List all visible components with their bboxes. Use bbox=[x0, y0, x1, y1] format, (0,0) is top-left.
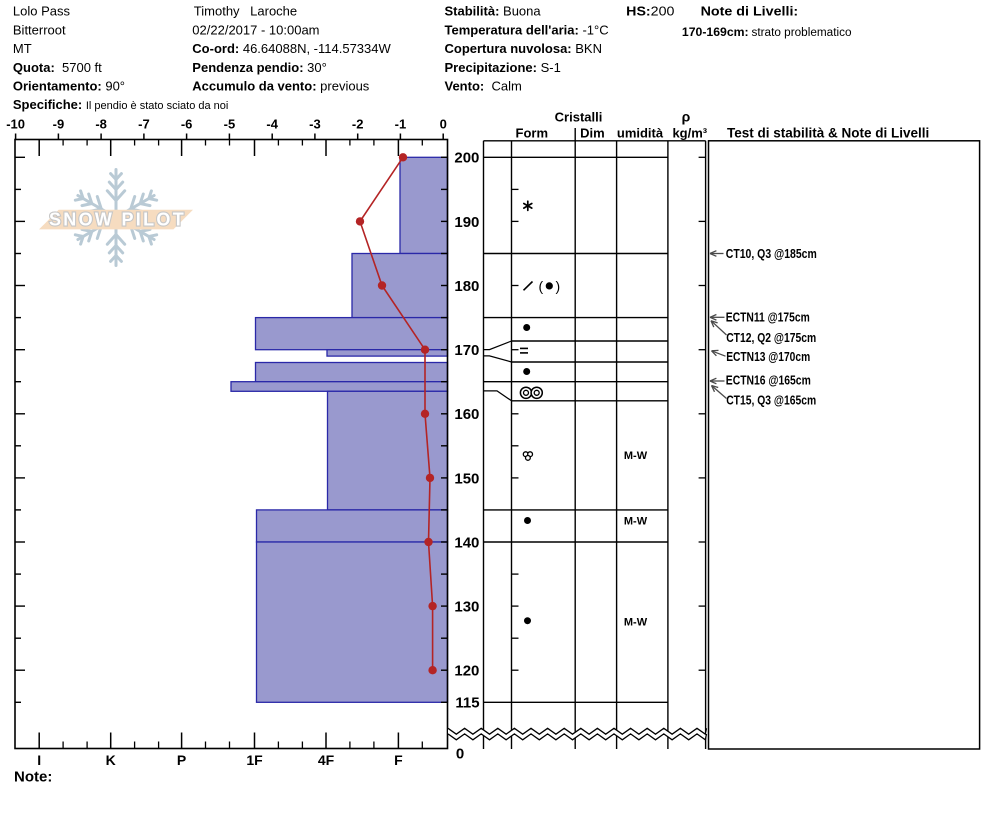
svg-text:-8: -8 bbox=[95, 116, 107, 131]
svg-text:K: K bbox=[106, 752, 116, 768]
svg-text:-5: -5 bbox=[224, 116, 236, 131]
svg-text:Specifiche: Il pendio è stato: Specifiche: Il pendio è stato sciato da … bbox=[13, 97, 228, 112]
svg-text:I: I bbox=[37, 752, 41, 768]
svg-text:200: 200 bbox=[454, 150, 479, 167]
svg-text:ρ: ρ bbox=[682, 109, 691, 125]
svg-text:170-169cm:: 170-169cm: bbox=[682, 27, 749, 39]
svg-text:Vento: Calm: Vento: Calm bbox=[445, 79, 522, 94]
svg-text:-2: -2 bbox=[352, 116, 364, 131]
svg-text:MT: MT bbox=[13, 41, 32, 56]
svg-text:0: 0 bbox=[440, 116, 447, 131]
svg-text:Pendenza pendio: 30°: Pendenza pendio: 30° bbox=[192, 60, 327, 75]
svg-text:140: 140 bbox=[454, 534, 479, 551]
svg-text:1F: 1F bbox=[246, 752, 263, 768]
svg-text:Quota: 5700 ft: Quota: 5700 ft bbox=[13, 60, 102, 75]
svg-text:P: P bbox=[177, 752, 186, 768]
svg-text:kg/m³: kg/m³ bbox=[672, 126, 707, 141]
svg-text:02/22/2017 - 10:00am: 02/22/2017 - 10:00am bbox=[192, 22, 319, 37]
svg-text:Stabilità: Buona: Stabilità: Buona bbox=[445, 4, 542, 19]
svg-text:ECTN11 @175cm: ECTN11 @175cm bbox=[726, 310, 810, 325]
svg-text:-3: -3 bbox=[309, 116, 321, 131]
svg-text:Lolo Pass: Lolo Pass bbox=[13, 4, 71, 19]
svg-text:-7: -7 bbox=[138, 116, 150, 131]
svg-text:Precipitazione: S-1: Precipitazione: S-1 bbox=[445, 60, 561, 75]
svg-text:120: 120 bbox=[454, 663, 479, 680]
svg-text:(: ( bbox=[538, 278, 543, 294]
svg-text:180: 180 bbox=[454, 278, 479, 295]
svg-text:Note:: Note: bbox=[14, 769, 52, 786]
svg-text:115: 115 bbox=[455, 695, 479, 712]
svg-text:4F: 4F bbox=[318, 752, 335, 768]
svg-text:-10: -10 bbox=[6, 116, 25, 131]
svg-text:umidità: umidità bbox=[617, 126, 664, 141]
svg-text:Form: Form bbox=[516, 126, 549, 141]
svg-text:170: 170 bbox=[454, 342, 479, 359]
svg-text:-4: -4 bbox=[266, 116, 278, 131]
svg-text:Cristalli: Cristalli bbox=[555, 110, 603, 125]
svg-text:-1: -1 bbox=[395, 116, 407, 131]
svg-text:Accumulo da vento: previous: Accumulo da vento: previous bbox=[192, 79, 369, 94]
svg-text:-6: -6 bbox=[181, 116, 193, 131]
svg-text:ECTN16 @165cm: ECTN16 @165cm bbox=[726, 373, 811, 388]
svg-text:CT15, Q3 @165cm: CT15, Q3 @165cm bbox=[726, 392, 816, 407]
svg-text:HS:200: HS: 200 bbox=[626, 4, 674, 19]
svg-text:strato problematico: strato problematico bbox=[752, 27, 852, 39]
svg-text:Bitterroot: Bitterroot bbox=[13, 22, 66, 37]
svg-text:Co-ord: 46.64088N, -114.57334W: Co-ord: 46.64088N, -114.57334W bbox=[192, 41, 391, 56]
svg-text:M-W: M-W bbox=[624, 516, 648, 528]
svg-text:): ) bbox=[555, 278, 560, 294]
svg-text:Orientamento: 90°: Orientamento: 90° bbox=[13, 79, 125, 94]
svg-text:ECTN13 @170cm: ECTN13 @170cm bbox=[726, 349, 810, 364]
svg-text:CT12, Q2 @175cm: CT12, Q2 @175cm bbox=[726, 330, 816, 345]
svg-text:-9: -9 bbox=[53, 116, 65, 131]
svg-text:Temperatura dell'aria: -1°C: Temperatura dell'aria: -1°C bbox=[445, 22, 609, 37]
svg-text:190: 190 bbox=[454, 214, 479, 231]
svg-text:130: 130 bbox=[454, 599, 479, 616]
svg-text:CT10, Q3 @185cm: CT10, Q3 @185cm bbox=[726, 246, 817, 261]
svg-text:SNOW PILOT: SNOW PILOT bbox=[49, 210, 186, 230]
svg-text:F: F bbox=[394, 752, 403, 768]
svg-text:Dim: Dim bbox=[580, 126, 605, 141]
svg-text:M-W: M-W bbox=[624, 617, 648, 629]
svg-text:Test di stabilità & Note di Li: Test di stabilità & Note di Livelli bbox=[727, 126, 929, 141]
svg-text:Copertura nuvolosa: BKN: Copertura nuvolosa: BKN bbox=[445, 41, 602, 56]
svg-text:160: 160 bbox=[454, 406, 479, 423]
svg-text:M-W: M-W bbox=[624, 450, 648, 462]
svg-text:SNOW PILOT: SNOW PILOT bbox=[49, 210, 186, 230]
svg-text:0: 0 bbox=[456, 746, 464, 763]
svg-text:Note di Livelli:: Note di Livelli: bbox=[701, 4, 799, 19]
svg-text:150: 150 bbox=[454, 470, 479, 487]
